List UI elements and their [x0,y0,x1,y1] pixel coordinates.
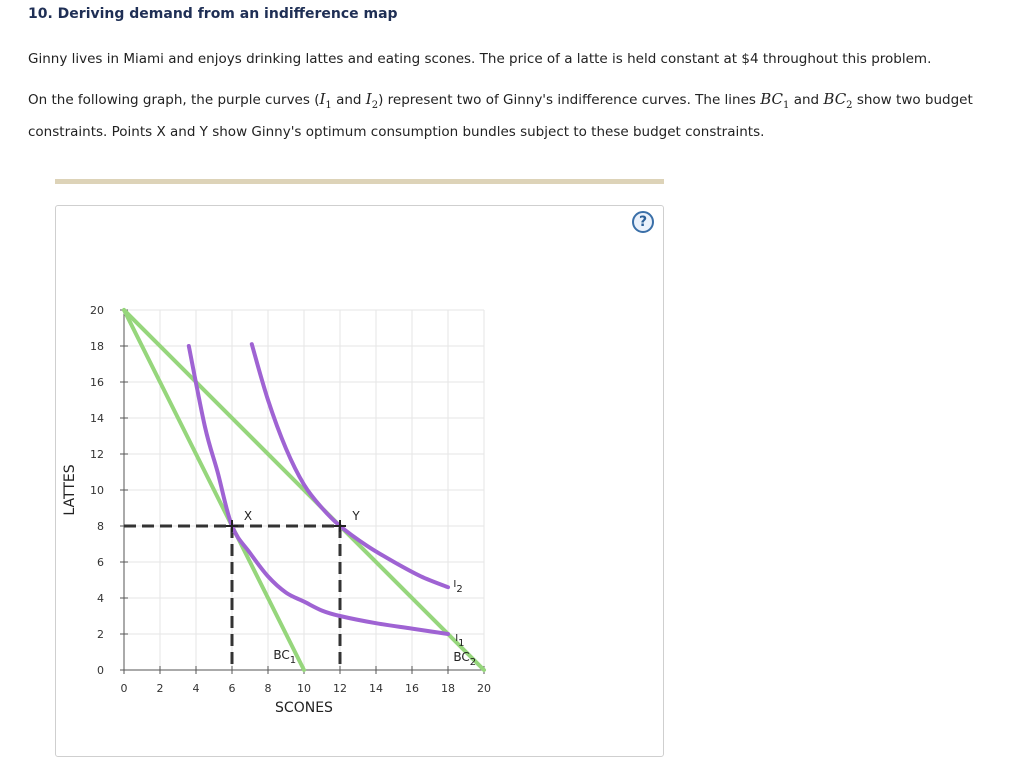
x-tick-label: 4 [193,682,200,695]
graph-panel: ? 0 2 4 6 8 10 12 14 16 18 20 0 2 4 6 8 10 12 14 16 18 20 SCON… [55,205,664,757]
x-tick-label: 8 [265,682,272,695]
y-tick-label: 18 [90,340,104,353]
y-axis-title: LATTES [62,464,78,515]
graph-description-paragraph: On the following graph, the purple curve… [28,86,998,146]
x-tick-label: 14 [369,682,383,695]
desc-text-b: ) represent two of Ginny's indifference … [378,92,761,108]
y-tick-label: 20 [90,304,104,317]
x-tick-label: 16 [405,682,419,695]
y-tick-label: 4 [97,592,104,605]
i1-symbol: I1 [319,90,332,111]
indifference-curve-label-subscript: 2 [456,584,462,595]
y-tick-label: 12 [90,448,104,461]
y-tick-label: 10 [90,484,104,497]
desc-text-c: show two budget constraints. Points X an… [28,92,973,140]
question-title: 10. Deriving demand from an indifference… [28,6,398,22]
bc1-symbol: BC1 [760,90,790,111]
x-tick-label: 2 [157,682,164,695]
indifference-map-chart: 0 2 4 6 8 10 12 14 16 18 2002468101214161820SCONES… [62,304,491,716]
intro-paragraph: Ginny lives in Miami and enjoys drinking… [28,51,932,67]
desc-text-a: On the following graph, the purple curve… [28,92,320,108]
y-tick-label: 16 [90,376,104,389]
y-tick-label: 6 [97,556,104,569]
x-tick-label: 20 [477,682,491,695]
indifference-curve-label-2: I2 [453,579,462,595]
bc2-symbol: BC2 [823,90,853,111]
i2-symbol: I2 [365,90,379,111]
desc-and-2: and [789,92,824,108]
x-tick-label: 6 [229,682,236,695]
indifference-curve-label-subscript: 1 [458,638,464,649]
indifference-curve-1 [186,344,450,636]
indifference-curve-label-1: I1 [455,633,464,649]
budget-line-label-subscript: 1 [290,655,296,666]
y-tick-label: 2 [97,628,104,641]
x-tick-label: 10 [297,682,311,695]
y-tick-label: 0 [97,664,104,677]
budget-line-label-subscript: 2 [470,657,476,668]
x-tick-label: 12 [333,682,347,695]
y-tick-label: 14 [90,412,104,425]
optimum-point-label: X [244,509,252,523]
optimum-point-label: Y [351,509,360,523]
x-tick-label: 18 [441,682,455,695]
indifference-curve-2 [249,342,450,590]
section-divider [55,179,664,184]
budget-line-1 [122,308,306,672]
desc-and-1: and [331,92,366,108]
x-axis-title: SCONES [275,700,333,716]
question-mark-icon[interactable]: ? [632,211,654,233]
budget-line-label-2: BC2 [453,650,476,668]
y-tick-label: 8 [97,520,104,533]
budget-line-2 [122,308,486,672]
x-tick-label: 0 [121,682,128,695]
